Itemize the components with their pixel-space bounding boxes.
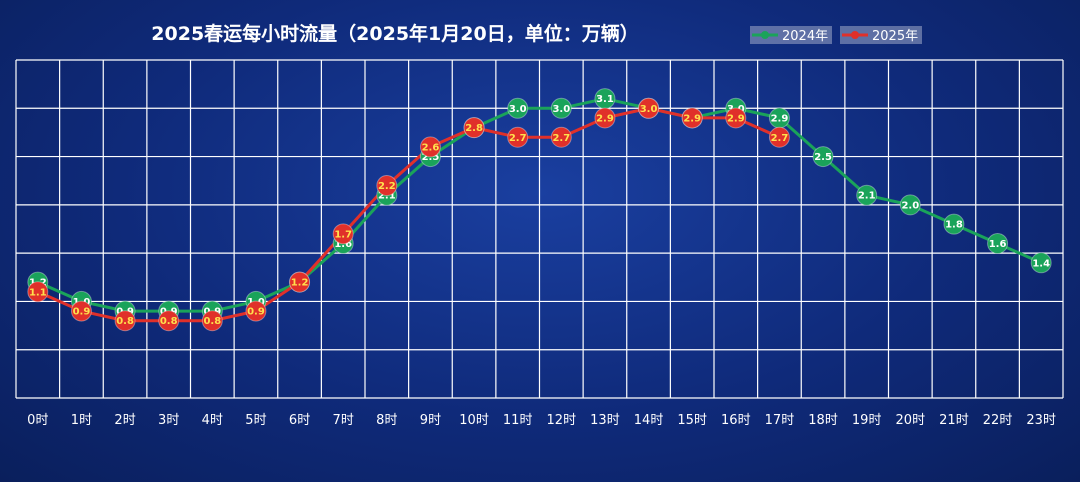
- data-label: 2.7: [509, 133, 527, 144]
- data-label: 0.9: [73, 307, 91, 318]
- legend-label: 2025年: [872, 29, 918, 44]
- x-tick-label: 4时: [202, 413, 223, 428]
- data-label: 1.4: [1032, 258, 1050, 269]
- data-point: [856, 184, 878, 206]
- x-axis-ticks: 0时 1时 2时 3时 4时 5时 6时 7时 8时 9时 10时 11时 12时 13时 14时 15时 16…: [27, 413, 1056, 428]
- x-tick-label: 14时: [634, 413, 664, 428]
- x-tick-label: 8时: [376, 413, 397, 428]
- data-label: 2.0: [901, 200, 919, 211]
- data-label: 1.2: [291, 278, 309, 289]
- data-point: [987, 232, 1009, 254]
- data-label: 2.8: [465, 123, 483, 134]
- data-label: 2.7: [771, 133, 789, 144]
- data-point: [812, 146, 834, 168]
- data-label: 2.9: [727, 113, 745, 124]
- data-label: 0.9: [247, 307, 265, 318]
- data-label: 3.1: [596, 94, 614, 105]
- data-label: 2.5: [814, 152, 832, 163]
- data-point: [419, 136, 441, 158]
- x-tick-label: 5时: [245, 413, 266, 428]
- data-point: [245, 300, 267, 322]
- x-tick-label: 15时: [677, 413, 707, 428]
- data-point: [27, 281, 49, 303]
- data-label: 2.1: [378, 191, 396, 202]
- data-label: 2.5: [422, 152, 440, 163]
- data-label: 3.0: [640, 104, 658, 115]
- legend-label: 2024年: [782, 29, 828, 44]
- data-point: [70, 300, 92, 322]
- data-label: 0.8: [203, 316, 221, 327]
- chart-grid: [15, 59, 1064, 399]
- data-label: 0.8: [116, 316, 134, 327]
- data-point: [158, 310, 180, 332]
- data-point: [463, 117, 485, 139]
- x-tick-label: 7时: [333, 413, 354, 428]
- data-point: [768, 126, 790, 148]
- x-tick-label: 9时: [420, 413, 441, 428]
- series-points: 1.21.00.90.90.91.01.21.62.12.52.83.03.03…: [27, 88, 1052, 332]
- data-point: [114, 310, 136, 332]
- data-point: [507, 126, 529, 148]
- data-point: [332, 223, 354, 245]
- data-point: [507, 97, 529, 119]
- data-label: 2.1: [858, 191, 876, 202]
- data-label: 0.8: [160, 316, 178, 327]
- data-label: 1.1: [29, 287, 47, 298]
- data-point: [550, 126, 572, 148]
- data-label: 2.2: [378, 181, 396, 192]
- data-label: 1.6: [989, 239, 1007, 250]
- data-point: [725, 107, 747, 129]
- data-point: [943, 213, 965, 235]
- data-label: 2.9: [596, 113, 614, 124]
- data-label: 1.6: [334, 239, 352, 250]
- x-tick-label: 19时: [852, 413, 882, 428]
- data-point: [376, 175, 398, 197]
- data-point: [1030, 252, 1052, 274]
- legend-item-bg: [840, 26, 922, 44]
- data-label: 2.6: [422, 142, 440, 153]
- data-point: [681, 107, 703, 129]
- legend-item-bg: [750, 26, 832, 44]
- legend: 2024年 2025年: [750, 26, 922, 44]
- x-tick-label: 23时: [1026, 413, 1056, 428]
- x-tick-label: 21时: [939, 413, 969, 428]
- data-point: [899, 194, 921, 216]
- data-point: [289, 271, 311, 293]
- x-tick-label: 16时: [721, 413, 751, 428]
- x-tick-label: 20时: [896, 413, 926, 428]
- data-label: 2.9: [683, 113, 701, 124]
- x-tick-label: 2时: [114, 413, 135, 428]
- x-tick-label: 1时: [71, 413, 92, 428]
- data-point: [638, 97, 660, 119]
- x-tick-label: 12时: [547, 413, 577, 428]
- x-tick-label: 10时: [459, 413, 489, 428]
- x-tick-label: 6时: [289, 413, 310, 428]
- data-label: 1.8: [945, 220, 963, 231]
- data-label: 1.7: [334, 229, 352, 240]
- data-label: 2.7: [552, 133, 570, 144]
- x-tick-label: 3时: [158, 413, 179, 428]
- data-point: [594, 107, 616, 129]
- chart-title: 2025春运每小时流量（2025年1月20日，单位：万辆）: [151, 22, 638, 45]
- data-label: 3.0: [509, 104, 527, 115]
- x-tick-label: 22时: [983, 413, 1013, 428]
- x-tick-label: 18时: [808, 413, 838, 428]
- x-tick-label: 13时: [590, 413, 620, 428]
- x-tick-label: 0时: [27, 413, 48, 428]
- data-label: 3.0: [552, 104, 570, 115]
- x-tick-label: 17时: [765, 413, 795, 428]
- data-label: 2.9: [771, 113, 789, 124]
- legend-marker: [761, 31, 769, 39]
- data-point: [550, 97, 572, 119]
- legend-marker: [851, 31, 859, 39]
- x-tick-label: 11时: [503, 413, 533, 428]
- data-point: [201, 310, 223, 332]
